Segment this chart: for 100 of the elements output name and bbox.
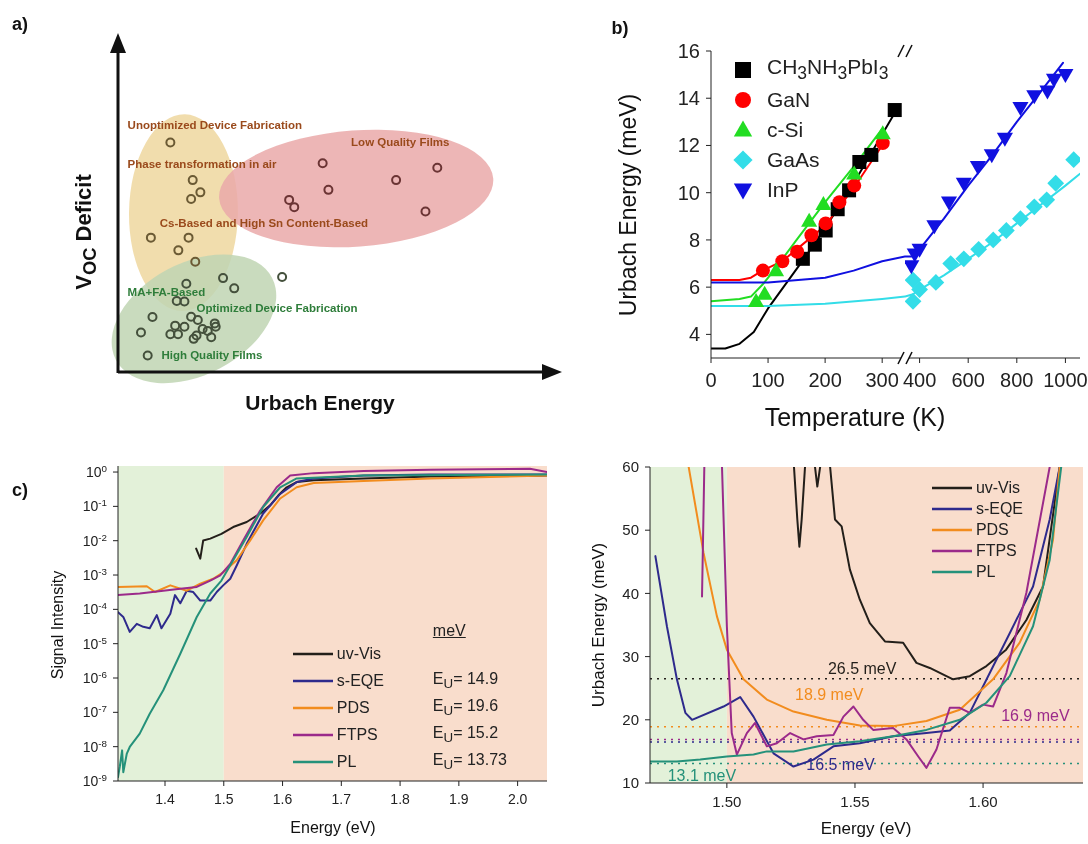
x-tick-label: 1.4 xyxy=(155,791,175,807)
legend-label: uv-Vis xyxy=(336,644,383,663)
point xyxy=(874,125,891,140)
point xyxy=(768,262,785,277)
point xyxy=(905,292,922,310)
y-tick-label: 10$^{-9}$ xyxy=(82,771,107,789)
x-tick-label: 1.5 xyxy=(214,791,234,807)
point xyxy=(955,177,972,192)
point xyxy=(983,149,1000,164)
y-tick-label: 10$^{-1}$ xyxy=(82,496,107,515)
y-axis-title: Signal Intensity xyxy=(49,570,66,680)
x-tick-label: 1.9 xyxy=(449,791,469,807)
y-tick-label: 10$^{-2}$ xyxy=(82,531,107,549)
point xyxy=(955,250,973,268)
ref-line-label: 16.5 meV xyxy=(806,755,876,773)
legend-title: meV xyxy=(432,622,466,640)
point xyxy=(905,260,920,275)
legend-label: PL xyxy=(975,562,996,581)
x-axis-title: Temperature (K) xyxy=(764,402,946,431)
point xyxy=(905,271,922,289)
x-tick-label: 1.55 xyxy=(840,793,870,810)
point xyxy=(756,285,773,300)
x-tick-label: 800 xyxy=(1000,369,1034,391)
point xyxy=(942,255,960,272)
x-tick-label: 1.60 xyxy=(968,793,998,810)
point xyxy=(1025,198,1043,216)
point xyxy=(1038,191,1056,209)
point xyxy=(940,196,958,211)
point xyxy=(1026,90,1043,105)
x-axis-title: Energy (eV) xyxy=(290,819,376,836)
ref-line-label: 18.9 meV xyxy=(795,686,864,704)
ref-line-label: 13.1 meV xyxy=(667,767,737,785)
point xyxy=(748,292,765,307)
point xyxy=(864,147,879,162)
point xyxy=(818,216,833,231)
y-tick-label: 4 xyxy=(688,323,700,346)
x-tick-label: 300 xyxy=(865,369,899,391)
y-tick-label: 30 xyxy=(622,647,639,665)
annotation: E$_{U}$= 15.2 xyxy=(432,723,499,746)
x-tick-label: 200 xyxy=(808,369,842,391)
point xyxy=(1012,102,1029,117)
point xyxy=(911,243,928,258)
point xyxy=(775,254,790,269)
point xyxy=(996,132,1013,147)
y-tick-label: 10$^{-5}$ xyxy=(82,634,108,652)
legend-label: FTPS xyxy=(975,541,1017,560)
point xyxy=(1012,210,1029,228)
y-tick-label: 10$^{-6}$ xyxy=(82,668,108,686)
x-tick-label: 1000 xyxy=(1043,369,1088,391)
annotation: E$_{U}$= 13.73 xyxy=(432,750,507,773)
point xyxy=(1045,73,1063,88)
ref-line-label: 16.9 meV xyxy=(1001,706,1070,724)
y-tick-label: 20 xyxy=(622,711,639,729)
point xyxy=(1039,85,1056,100)
point xyxy=(970,240,988,258)
point xyxy=(926,220,943,235)
legend-label: uv-Vis xyxy=(975,478,1021,497)
y-tick-label: 60 xyxy=(622,458,639,476)
point xyxy=(927,274,945,291)
ref-line-label: 26.5 meV xyxy=(827,660,897,678)
point xyxy=(847,178,862,193)
point xyxy=(804,228,819,243)
point xyxy=(846,165,863,180)
x-tick-label: 600 xyxy=(951,369,985,391)
point xyxy=(997,222,1015,239)
text: Low Quality Films xyxy=(351,136,450,149)
x-tick-label: 0 xyxy=(705,369,717,391)
point xyxy=(801,212,818,227)
y-tick-label: 14 xyxy=(677,87,700,110)
text: Urbach Energy xyxy=(245,390,395,414)
legend-label: CH$_{3}$NH$_{3}$PbI$_{3}$ xyxy=(767,55,889,85)
legend-label: c-Si xyxy=(767,118,804,142)
y-tick-label: 50 xyxy=(622,521,639,539)
point xyxy=(755,263,770,278)
point xyxy=(1057,69,1074,84)
legend-label: PDS xyxy=(336,698,371,717)
text: Optimized Device Fabrication xyxy=(196,302,358,315)
annotation: E$_{U}$= 14.9 xyxy=(432,669,499,692)
y-tick-label: 40 xyxy=(622,584,639,602)
text: b) xyxy=(611,18,629,38)
annotation: E$_{U}$= 19.6 xyxy=(432,696,499,719)
x-tick-label: 400 xyxy=(902,369,937,391)
y-tick-label: 12 xyxy=(677,134,700,157)
y-tick-label: 8 xyxy=(688,228,700,251)
point xyxy=(832,195,847,210)
legend-label: GaAs xyxy=(767,148,820,172)
y-tick-label: 10 xyxy=(622,774,639,792)
y-tick-label: 6 xyxy=(688,276,700,299)
text: c) xyxy=(11,480,29,500)
legend-label: FTPS xyxy=(336,725,379,744)
y-tick-label: 16 xyxy=(677,40,700,62)
point xyxy=(911,281,928,298)
y-tick-label: 10$^{-7}$ xyxy=(82,702,107,721)
text: High Quality Films xyxy=(161,349,263,362)
y-tick-label: 10 xyxy=(677,181,700,204)
y-tick-label: 10$^{-4}$ xyxy=(82,599,108,618)
point xyxy=(815,196,832,211)
legend-label: s-EQE xyxy=(975,499,1023,518)
y-axis-title: Urbach Energy (meV) xyxy=(614,93,641,317)
legend-label: GaN xyxy=(767,88,811,112)
